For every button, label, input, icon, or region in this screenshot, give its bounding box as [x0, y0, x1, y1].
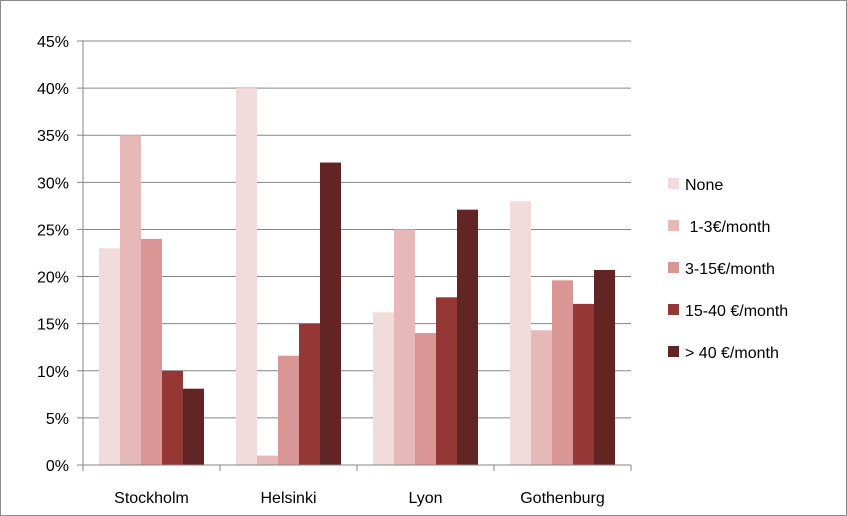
legend-swatch	[668, 178, 679, 189]
legend-swatch	[668, 220, 679, 231]
legend-label: 1-3€/month	[685, 219, 770, 236]
y-axis-ticks: 0% 5% 10% 15% 20% 25% 30% 35% 40% 45%	[37, 34, 69, 475]
axes	[77, 40, 632, 471]
bar	[373, 312, 394, 465]
legend-label: None	[685, 177, 723, 194]
y-tick-label: 40%	[37, 81, 69, 98]
y-tick-label: 20%	[37, 270, 69, 287]
bar	[320, 162, 341, 465]
bar	[183, 388, 204, 465]
legend-swatch	[668, 262, 679, 273]
bar	[299, 323, 320, 465]
legend-label: 3-15€/month	[685, 261, 775, 278]
bar	[552, 280, 573, 465]
y-tick-label: 30%	[37, 175, 69, 192]
y-tick-label: 25%	[37, 222, 69, 239]
bar	[394, 229, 415, 465]
bar	[278, 355, 299, 465]
y-tick-label: 10%	[37, 364, 69, 381]
x-tick-label: Helsinki	[260, 490, 316, 507]
legend-swatch	[668, 304, 679, 315]
x-axis-ticks: Stockholm Helsinki Lyon Gothenburg	[114, 490, 605, 507]
legend: None 1-3€/month 3-15€/month 15-40 €/month >…	[668, 177, 788, 362]
bar	[120, 135, 141, 465]
bar	[457, 209, 478, 465]
x-tick-label: Stockholm	[114, 490, 189, 507]
legend-label: > 40 €/month	[685, 345, 779, 362]
x-tick-label: Gothenburg	[520, 490, 605, 507]
y-tick-label: 5%	[46, 411, 69, 428]
bar	[510, 201, 531, 465]
bar	[573, 303, 594, 465]
bar	[257, 455, 278, 465]
bar	[415, 333, 436, 465]
bar	[531, 330, 552, 465]
bar	[162, 370, 183, 465]
bar	[594, 269, 615, 465]
legend-label: 15-40 €/month	[685, 303, 788, 320]
bar	[99, 248, 120, 465]
y-tick-label: 45%	[37, 34, 69, 51]
bar	[236, 88, 257, 465]
x-tick-label: Lyon	[408, 490, 442, 507]
legend-swatch	[668, 346, 679, 357]
bar	[141, 238, 162, 465]
y-tick-label: 15%	[37, 317, 69, 334]
y-tick-label: 35%	[37, 128, 69, 145]
bar	[436, 297, 457, 465]
bars	[99, 88, 615, 465]
y-tick-label: 0%	[46, 458, 69, 475]
